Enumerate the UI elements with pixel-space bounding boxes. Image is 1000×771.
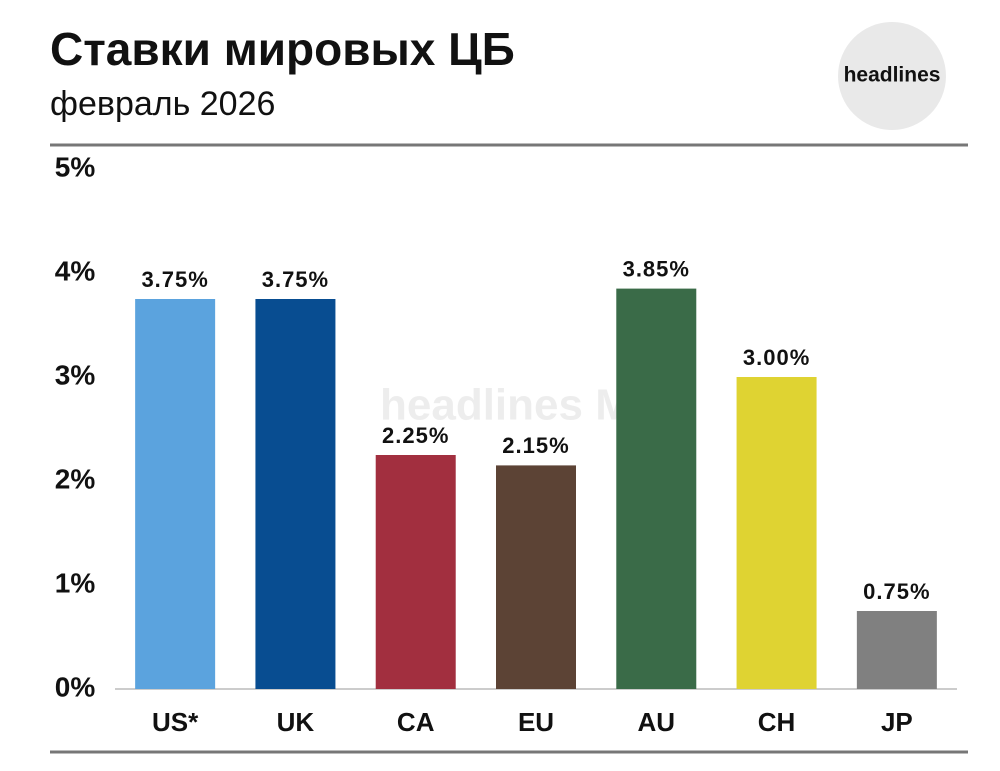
logo: headlines: [844, 64, 941, 87]
chart-title: Ставки мировых ЦБ: [50, 23, 515, 75]
chart-subtitle: февраль 2026: [50, 85, 275, 123]
value-label: 3.75%: [141, 267, 208, 292]
x-tick-label: CH: [758, 707, 796, 737]
x-tick-label: UK: [277, 707, 315, 737]
value-label: 3.00%: [743, 345, 810, 370]
bar: [375, 455, 456, 689]
x-tick-label: CA: [397, 707, 435, 737]
x-tick-label: US*: [152, 707, 199, 737]
bar: [496, 465, 576, 689]
watermark: headlines M: [380, 381, 632, 430]
value-label: 3.75%: [262, 267, 329, 292]
y-tick-label: 0%: [55, 671, 96, 702]
bar: [255, 299, 336, 689]
x-tick-label: AU: [638, 707, 676, 737]
value-label: 2.25%: [382, 423, 449, 448]
y-tick-label: 2%: [55, 463, 96, 494]
x-tick-label: EU: [518, 707, 554, 737]
value-label: 0.75%: [863, 579, 930, 604]
bar: [135, 299, 216, 689]
bar: [616, 288, 697, 689]
bar: [736, 377, 817, 689]
value-label: 3.85%: [623, 256, 690, 281]
x-tick-label: JP: [881, 707, 913, 737]
bar: [856, 611, 937, 689]
logo-circle: [838, 22, 946, 130]
y-tick-label: 1%: [55, 567, 96, 598]
y-tick-label: 4%: [55, 255, 96, 286]
y-tick-label: 5%: [55, 151, 96, 182]
y-tick-label: 3%: [55, 359, 96, 390]
value-label: 2.15%: [502, 433, 569, 458]
